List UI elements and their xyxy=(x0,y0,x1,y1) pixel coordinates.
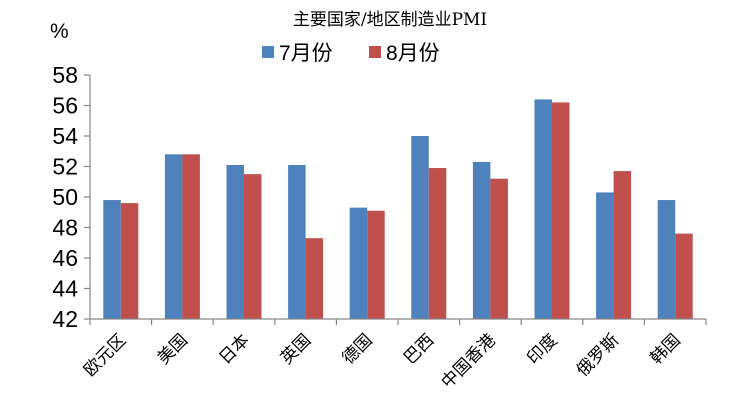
y-tick-label-3: 48 xyxy=(52,215,78,241)
bar-july-2 xyxy=(226,164,244,319)
bar-august-2 xyxy=(244,174,262,320)
bar-august-1 xyxy=(182,154,200,319)
bar-august-3 xyxy=(305,238,324,319)
y-tick-label-6: 54 xyxy=(52,123,78,149)
x-tick-label-6: 中国香港 xyxy=(438,330,500,392)
x-tick-label-0: 欧元区 xyxy=(80,330,130,380)
x-tick-label-8: 俄罗斯 xyxy=(573,330,623,380)
bar-july-9 xyxy=(657,200,676,319)
y-axis-unit: % xyxy=(50,20,69,43)
legend-swatch-august xyxy=(369,46,381,58)
bar-august-6 xyxy=(490,178,508,319)
bar-august-0 xyxy=(120,203,139,319)
bar-july-3 xyxy=(288,164,306,319)
y-tick-label-4: 50 xyxy=(52,184,78,210)
bar-august-7 xyxy=(552,102,570,319)
x-tick-label-5: 巴西 xyxy=(400,330,438,368)
bar-august-8 xyxy=(613,171,632,319)
x-tick-label-4: 德国 xyxy=(339,330,377,368)
bar-july-0 xyxy=(103,200,121,319)
y-tick-label-8: 58 xyxy=(52,62,78,88)
bar-august-4 xyxy=(367,210,385,319)
x-tick-label-1: 美国 xyxy=(154,330,192,368)
x-tick-label-7: 印度 xyxy=(523,330,561,368)
plot-area: 42 44 46 48 50 52 54 56 58 欧元区 美国 日本 英国 德国 巴西 中国香港 印度 俄罗斯… xyxy=(52,62,707,393)
bar-august-9 xyxy=(675,233,693,319)
legend-swatch-july xyxy=(262,46,274,58)
y-tick-label-0: 42 xyxy=(52,306,78,332)
chart-title: 主要国家/地区制造业PMI xyxy=(293,10,487,30)
bar-july-5 xyxy=(411,136,429,319)
y-tick-label-1: 44 xyxy=(52,276,78,302)
x-tick-label-3: 英国 xyxy=(277,330,315,368)
y-tick-label-5: 52 xyxy=(52,154,78,180)
x-tick-label-9: 韩国 xyxy=(647,330,685,368)
bar-july-8 xyxy=(596,192,614,319)
x-tick-label-2: 日本 xyxy=(215,330,253,368)
y-tick-label-2: 46 xyxy=(52,245,78,271)
bar-july-1 xyxy=(164,154,183,319)
bar-july-7 xyxy=(534,99,552,320)
legend-label-august: 8月份 xyxy=(386,42,440,65)
bar-july-4 xyxy=(349,207,368,319)
legend: 7月份 8月份 xyxy=(262,42,440,65)
y-tick-label-7: 56 xyxy=(52,93,78,119)
legend-label-july: 7月份 xyxy=(279,42,333,65)
bar-july-6 xyxy=(472,161,491,319)
bar-august-5 xyxy=(428,168,447,319)
